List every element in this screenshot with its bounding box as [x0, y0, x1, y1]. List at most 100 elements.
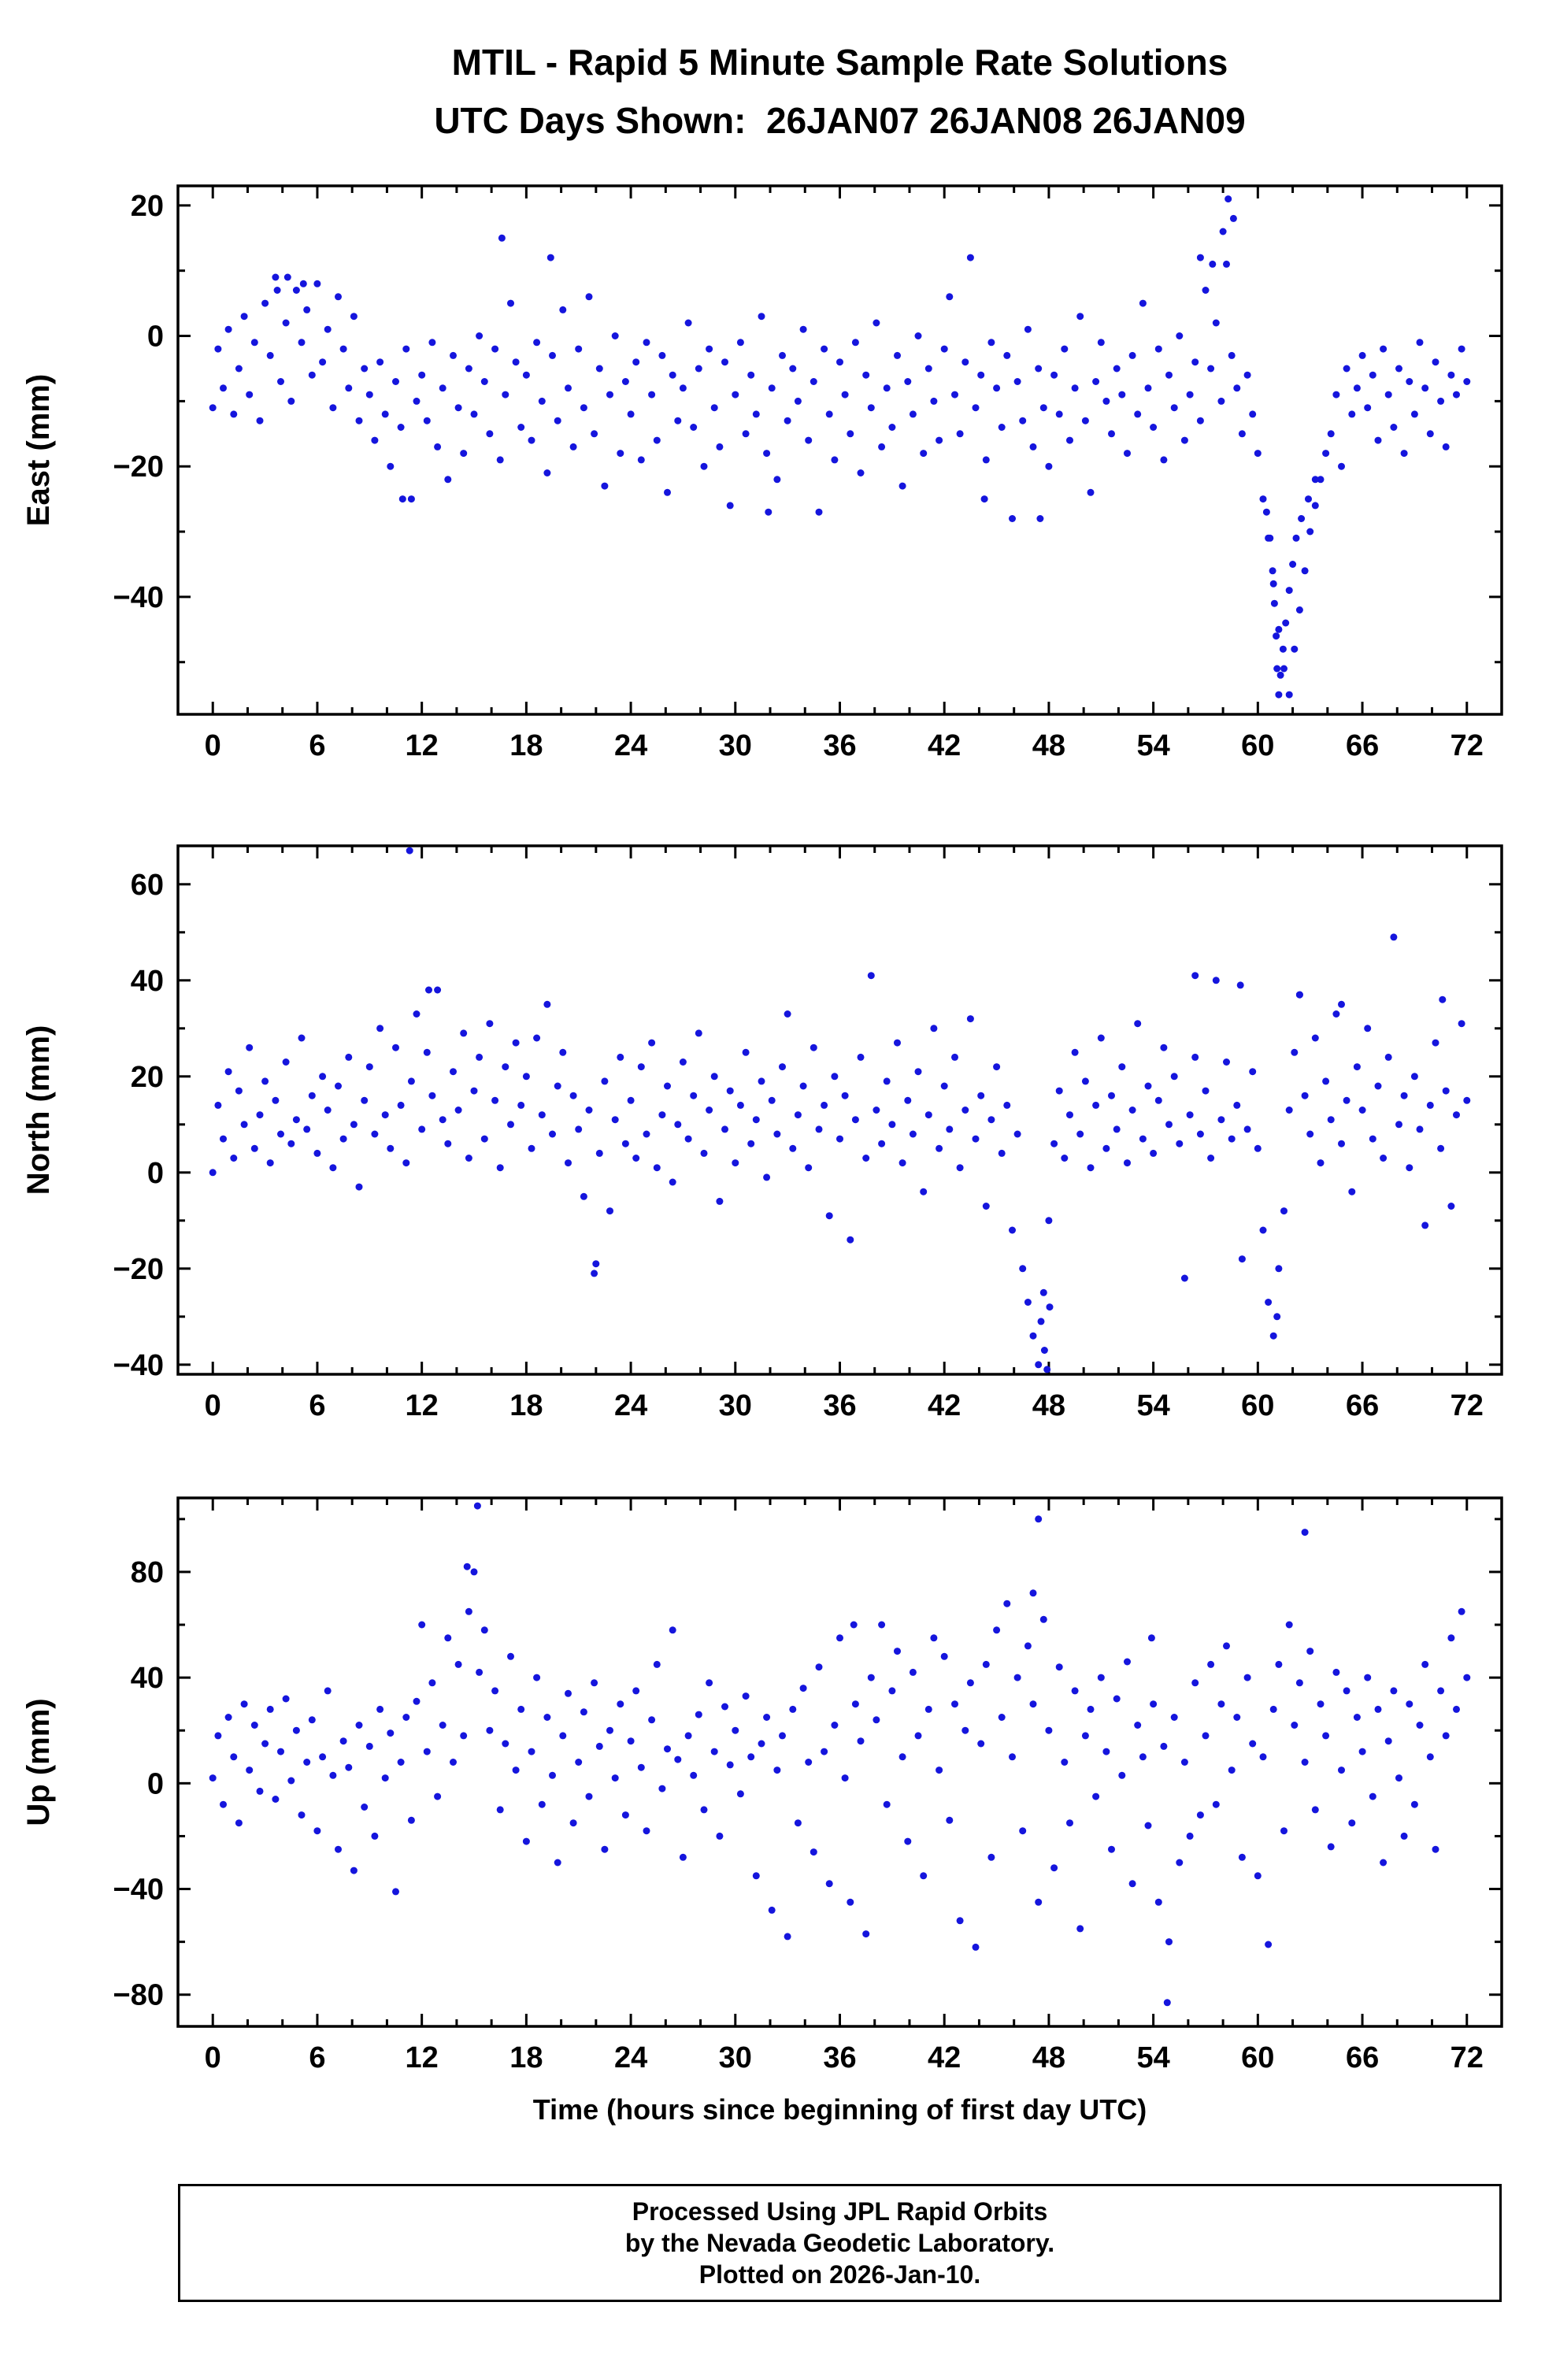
data-point: [690, 424, 698, 431]
data-point: [695, 1711, 702, 1718]
data-point: [350, 313, 358, 321]
data-point: [841, 1092, 849, 1099]
data-point: [883, 1800, 891, 1808]
data-point: [277, 1130, 284, 1138]
data-point: [643, 1130, 650, 1138]
data-point: [627, 1096, 635, 1104]
data-point: [355, 1722, 363, 1729]
data-point: [559, 1732, 567, 1740]
data-point: [821, 345, 828, 353]
data-point: [1273, 632, 1280, 640]
data-point: [512, 1039, 520, 1047]
data-point: [507, 299, 514, 307]
data-point: [1421, 384, 1429, 392]
data-point: [559, 306, 567, 313]
data-point: [862, 1155, 870, 1162]
data-point: [480, 378, 488, 385]
data-point: [1225, 195, 1232, 203]
x-tick-label: 0: [205, 729, 221, 762]
data-point: [674, 1121, 682, 1129]
x-tick-label: 36: [823, 729, 856, 762]
data-point: [480, 1135, 488, 1143]
data-point: [533, 1674, 541, 1681]
data-point: [240, 1121, 248, 1129]
data-point: [1029, 1700, 1037, 1708]
data-point: [543, 1714, 551, 1721]
data-point: [538, 1111, 546, 1119]
data-point: [496, 1164, 504, 1172]
data-point: [1219, 228, 1227, 235]
data-point: [256, 1787, 264, 1795]
data-point: [313, 1149, 321, 1157]
data-point: [273, 287, 281, 294]
data-point: [993, 384, 1001, 392]
data-point: [365, 1742, 373, 1750]
data-point: [1369, 1792, 1376, 1800]
data-point: [920, 1188, 928, 1196]
chart-page: MTIL - Rapid 5 Minute Sample Rate Soluti…: [0, 41, 1545, 2380]
data-point: [721, 358, 728, 366]
data-point: [982, 456, 990, 464]
data-point: [1024, 1299, 1032, 1306]
data-point: [1269, 1332, 1277, 1340]
data-point: [1071, 384, 1079, 392]
data-point: [732, 1159, 739, 1167]
data-point: [1035, 1361, 1043, 1369]
data-point: [1243, 1125, 1251, 1133]
data-point: [1395, 1774, 1402, 1782]
data-point: [721, 1703, 728, 1711]
data-point: [1202, 1732, 1210, 1740]
data-point: [1280, 665, 1288, 673]
data-point: [575, 345, 583, 353]
data-point: [392, 378, 399, 385]
data-point: [684, 319, 692, 327]
x-axis-label: Time (hours since beginning of first day…: [532, 2093, 1147, 2126]
data-point: [940, 345, 948, 353]
data-point: [350, 1121, 358, 1129]
data-point: [1176, 1859, 1184, 1867]
data-point: [643, 1827, 650, 1835]
data-point: [648, 391, 656, 399]
data-point: [1243, 371, 1251, 379]
data-point: [773, 1766, 781, 1774]
data-point: [779, 1732, 786, 1740]
x-tick-label: 18: [509, 729, 543, 762]
data-point: [266, 1705, 274, 1713]
data-point: [272, 1096, 280, 1104]
data-point: [240, 313, 248, 321]
data-point: [956, 1164, 964, 1172]
data-point: [585, 1792, 593, 1800]
data-point: [1147, 1634, 1155, 1642]
data-point: [1439, 995, 1447, 1003]
data-point: [1160, 1044, 1168, 1051]
data-point: [972, 404, 980, 412]
data-point: [1228, 351, 1236, 359]
data-point: [632, 1155, 640, 1162]
data-point: [450, 351, 457, 359]
y-tick-label: −80: [113, 1979, 164, 2012]
chart-subtitle: UTC Days Shown: 26JAN07 26JAN08 26JAN09: [434, 100, 1246, 141]
data-point: [873, 319, 880, 327]
data-point: [789, 365, 797, 373]
data-point: [1097, 1034, 1105, 1042]
data-point: [1019, 1827, 1027, 1835]
data-point: [350, 1867, 358, 1874]
data-point: [1273, 1313, 1281, 1321]
data-point: [857, 469, 865, 476]
data-point: [1421, 1222, 1429, 1229]
data-point: [987, 1116, 995, 1124]
data-point: [1124, 1159, 1131, 1167]
data-point: [601, 1845, 609, 1853]
data-point: [951, 391, 958, 399]
data-point: [480, 1626, 488, 1634]
data-point: [1061, 1155, 1069, 1162]
data-point: [627, 410, 635, 418]
data-point: [1243, 1674, 1251, 1681]
data-point: [904, 378, 912, 385]
data-point: [476, 332, 484, 339]
data-point: [1463, 378, 1471, 385]
data-point: [1374, 1705, 1382, 1713]
data-point: [230, 410, 238, 418]
data-point: [470, 1568, 478, 1576]
data-point: [1301, 567, 1309, 575]
